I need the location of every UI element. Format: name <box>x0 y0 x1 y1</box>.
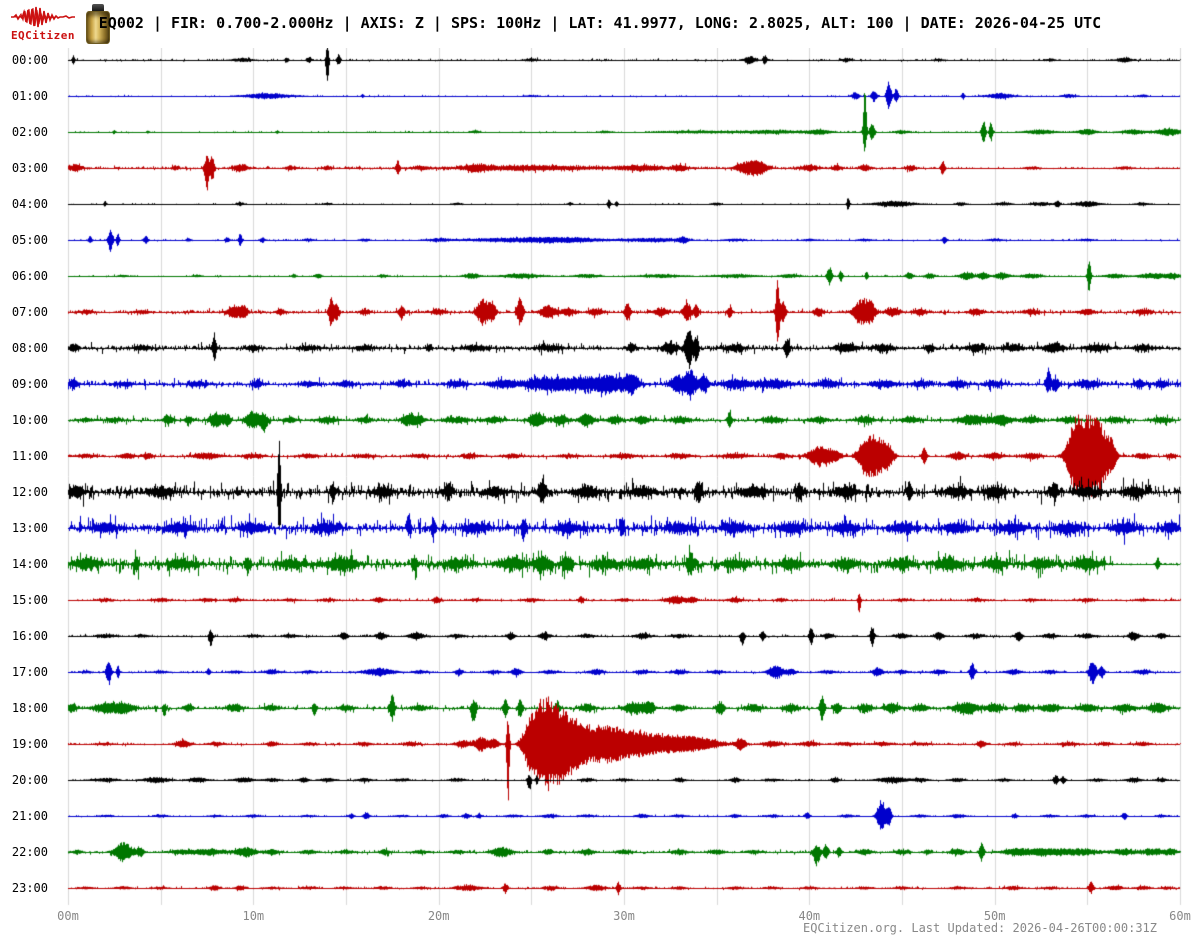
hour-label: 12:00 <box>11 485 48 499</box>
hour-label: 07:00 <box>11 305 48 319</box>
geophone-sensor-image <box>86 4 110 44</box>
station-title: EQ002 | FIR: 0.700-2.000Hz | AXIS: Z | S… <box>98 14 1102 32</box>
x-axis-label: 10m <box>242 909 265 923</box>
hour-label: 15:00 <box>11 593 48 607</box>
hour-label: 00:00 <box>11 53 48 67</box>
hour-label: 13:00 <box>11 521 48 535</box>
hour-label: 10:00 <box>11 413 48 427</box>
hour-label: 09:00 <box>11 377 48 391</box>
hour-label: 20:00 <box>11 773 48 787</box>
x-axis-label: 60m <box>1169 909 1191 923</box>
seismic-wave-icon <box>11 6 75 28</box>
hour-label: 08:00 <box>11 341 48 355</box>
hour-label: 01:00 <box>11 89 48 103</box>
sensor-cap <box>92 4 104 11</box>
header: EQCitizen EQ002 | FIR: 0.700-2.000Hz | A… <box>0 0 1200 48</box>
hour-label: 04:00 <box>11 197 48 211</box>
hour-label: 06:00 <box>11 269 48 283</box>
hour-label: 18:00 <box>11 701 48 715</box>
x-axis-label: 40m <box>798 909 821 923</box>
hour-label: 03:00 <box>11 161 48 175</box>
x-axis-label: 50m <box>983 909 1006 923</box>
hour-label: 16:00 <box>11 629 48 643</box>
helicorder-canvas <box>0 48 1200 910</box>
x-axis-label: 00m <box>57 909 79 923</box>
hour-label: 22:00 <box>11 845 48 859</box>
hour-label: 14:00 <box>11 557 48 571</box>
x-axis-label: 20m <box>427 909 450 923</box>
helicorder-chart: 00:00 01:00 02:00 03:00 04:00 05:00 06:00 07:00… <box>0 48 1200 940</box>
hour-label: 11:00 <box>11 449 48 463</box>
hour-label: 02:00 <box>11 125 48 139</box>
hour-label: 05:00 <box>11 233 48 247</box>
sensor-body <box>86 11 110 44</box>
eqcitizen-logo: EQCitizen <box>8 4 78 41</box>
x-axis-label: 30m <box>613 909 635 923</box>
hour-label: 23:00 <box>11 881 48 895</box>
hour-label: 21:00 <box>11 809 48 823</box>
hour-label: 19:00 <box>11 737 48 751</box>
footer-credit: EQCitizen.org. Last Updated: 2026-04-26T… <box>802 921 1157 935</box>
hour-label: 17:00 <box>11 665 48 679</box>
logo-text: EQCitizen <box>10 29 76 42</box>
